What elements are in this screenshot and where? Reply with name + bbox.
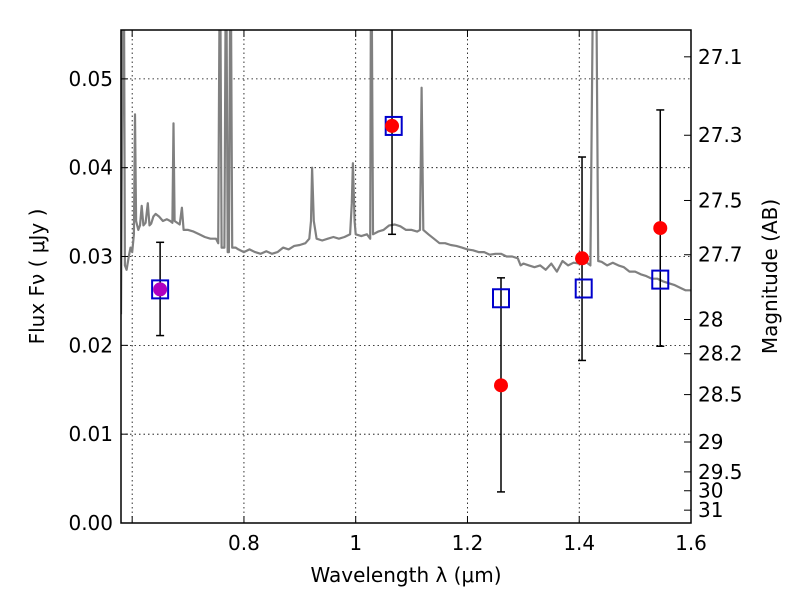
right-tick-label: 31 [698,498,723,522]
right-tick-label: 28.2 [698,342,743,366]
y-tick-label: 0.02 [68,333,113,357]
observed-point [153,282,168,297]
y-tick-label: 0.00 [68,511,113,535]
spectrum-layer [121,30,691,315]
x-tick-label: 1.6 [675,531,707,555]
observed-point [494,378,508,393]
observed-point [653,221,668,236]
right-tick-label: 29 [698,430,723,454]
y-tick-label: 0.04 [68,156,113,180]
model-point [492,288,510,309]
marker-layer [151,115,670,393]
x-axis-title: Wavelength λ (μm) [310,563,501,587]
y-tick-label: 0.03 [68,245,113,269]
model-point [574,278,593,299]
right-tick-label: 30 [698,479,723,503]
y-tick-label: 0.01 [68,422,113,446]
right-tick-label: 27.1 [698,45,743,69]
spectrum-line [121,30,691,315]
right-tick-label: 27.7 [698,243,743,267]
x-tick-label: 1.2 [452,531,484,555]
right-tick-label: 28.5 [698,383,743,407]
right-tick-label: 29.5 [698,460,743,484]
plot-frame [120,29,692,524]
grid-layer [121,30,691,523]
axis-layer: 0.8 1 1.2 1.4 1.6 0.00 0.01 0.02 0.03 0.04 0.05 27.… [68,30,743,555]
model-point [651,269,670,290]
right-axis-title: Magnitude (AB) [758,199,782,354]
observed-point [575,251,590,266]
observed-point [385,118,400,133]
y-tick-label: 0.05 [68,67,113,91]
x-tick-label: 1 [349,531,362,555]
right-tick-label: 27.5 [698,188,743,212]
y-axis-title: Flux Fν ( μJy ) [25,209,49,345]
x-tick-label: 1.4 [563,531,595,555]
model-point [151,279,170,300]
right-tick-label: 28 [698,308,723,332]
right-tick-label: 27.3 [698,123,743,147]
x-tick-label: 0.8 [228,531,260,555]
